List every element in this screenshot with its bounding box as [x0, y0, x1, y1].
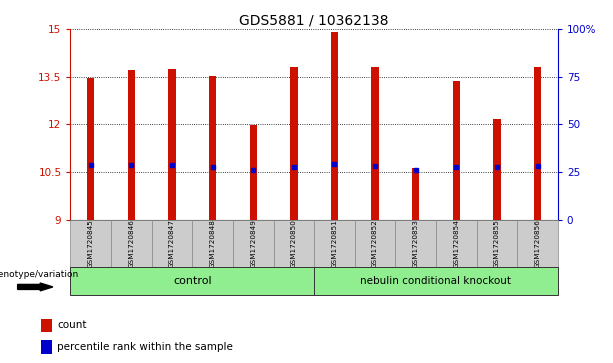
- Text: GSM1720850: GSM1720850: [291, 219, 297, 268]
- Bar: [128, 70, 135, 220]
- Bar: [290, 66, 297, 220]
- Bar: [152, 220, 192, 267]
- Bar: [452, 81, 460, 220]
- Text: GSM1720847: GSM1720847: [169, 219, 175, 268]
- Text: GSM1720852: GSM1720852: [372, 219, 378, 268]
- Text: GSM1720848: GSM1720848: [210, 219, 216, 268]
- Text: GSM1720854: GSM1720854: [453, 219, 459, 268]
- Text: GSM1720851: GSM1720851: [332, 219, 338, 268]
- FancyArrow shape: [18, 283, 53, 291]
- Text: GSM1720846: GSM1720846: [128, 219, 134, 268]
- Bar: [249, 125, 257, 220]
- Bar: [371, 66, 379, 220]
- Text: GSM1720853: GSM1720853: [413, 219, 419, 268]
- Text: GSM1720849: GSM1720849: [250, 219, 256, 268]
- Text: genotype/variation: genotype/variation: [0, 270, 78, 279]
- Bar: [412, 167, 419, 220]
- Text: GSM1720855: GSM1720855: [494, 219, 500, 268]
- Text: count: count: [58, 321, 87, 330]
- Bar: [192, 220, 233, 267]
- Bar: [331, 32, 338, 220]
- Bar: [233, 220, 273, 267]
- Text: nebulin conditional knockout: nebulin conditional knockout: [360, 276, 511, 286]
- Bar: [493, 119, 501, 220]
- Bar: [273, 220, 314, 267]
- Bar: [70, 220, 111, 267]
- Text: percentile rank within the sample: percentile rank within the sample: [58, 342, 234, 352]
- Bar: [209, 76, 216, 220]
- Bar: [314, 220, 355, 267]
- Bar: [436, 220, 477, 267]
- Bar: [534, 66, 541, 220]
- Bar: [355, 220, 395, 267]
- Bar: [517, 220, 558, 267]
- Bar: [41, 340, 51, 354]
- Text: GSM1720856: GSM1720856: [535, 219, 541, 268]
- Title: GDS5881 / 10362138: GDS5881 / 10362138: [240, 14, 389, 28]
- Text: GSM1720845: GSM1720845: [88, 219, 94, 268]
- Bar: [41, 319, 51, 332]
- Bar: [314, 267, 558, 295]
- Bar: [87, 78, 94, 220]
- Bar: [70, 267, 314, 295]
- Bar: [477, 220, 517, 267]
- Bar: [169, 69, 176, 220]
- Bar: [395, 220, 436, 267]
- Bar: [111, 220, 151, 267]
- Text: control: control: [173, 276, 211, 286]
